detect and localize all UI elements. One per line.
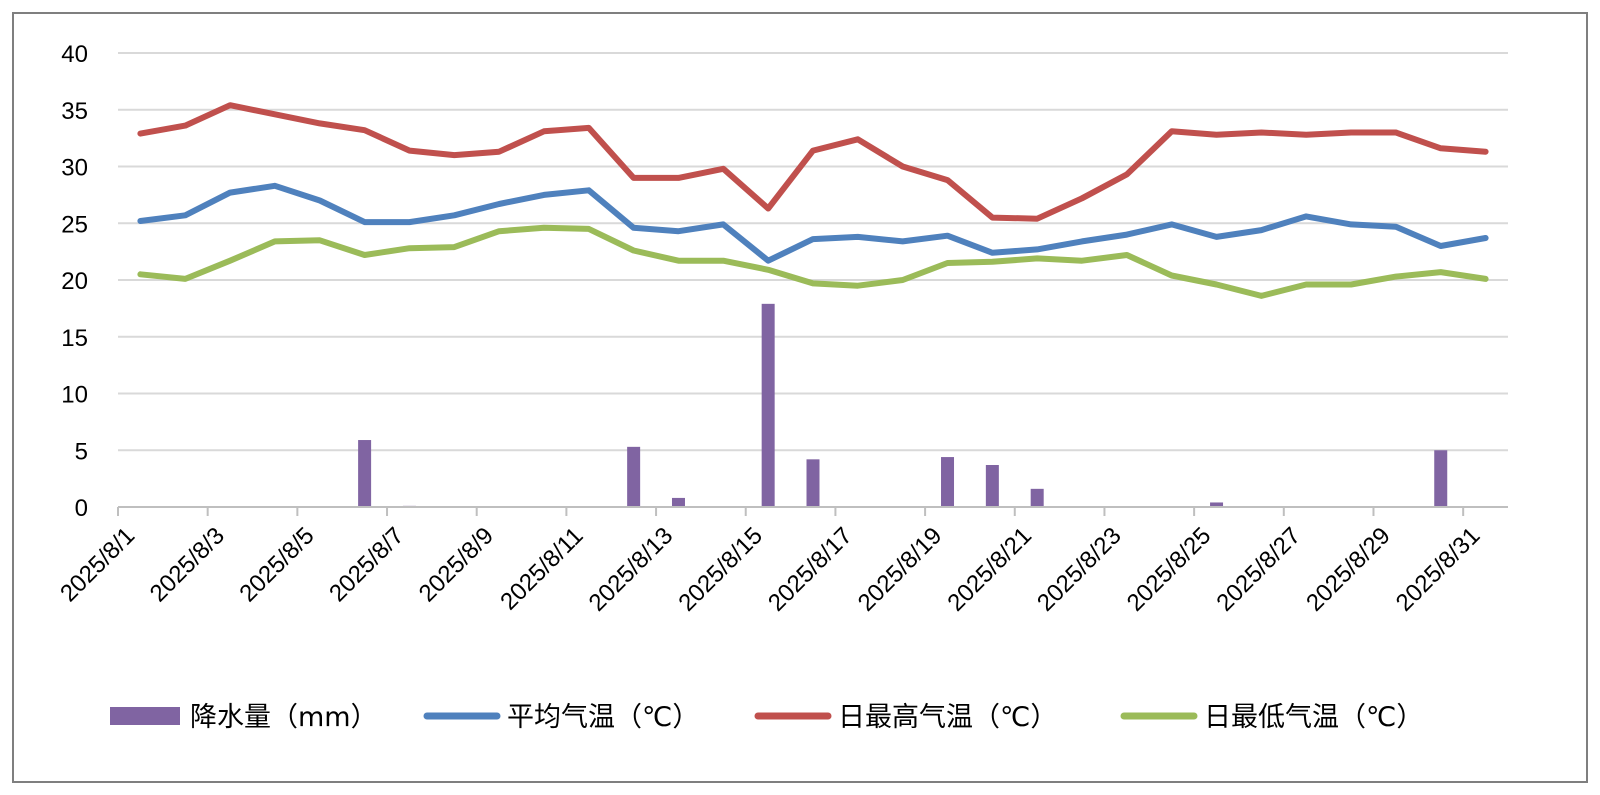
precipitation-bar bbox=[358, 440, 372, 507]
x-tick-label: 2025/8/31 bbox=[1391, 522, 1486, 617]
precipitation-bar bbox=[1030, 488, 1044, 507]
y-tick-label: 20 bbox=[61, 268, 88, 295]
legend-label: 日最高气温（℃） bbox=[838, 702, 1057, 733]
y-tick-label: 40 bbox=[61, 41, 88, 68]
series-line-1 bbox=[137, 102, 1489, 222]
x-tick-label: 2025/8/23 bbox=[1032, 522, 1127, 617]
precipitation-bar bbox=[671, 497, 685, 507]
x-tick-label: 2025/8/19 bbox=[853, 522, 948, 617]
legend-swatch bbox=[110, 707, 180, 725]
legend: 降水量（mm） 平均气温（℃） 日最高气温（℃） 日最低气温（℃） bbox=[110, 702, 1423, 733]
x-tick-label: 2025/8/5 bbox=[234, 522, 319, 607]
y-tick-label: 0 bbox=[75, 495, 88, 522]
precipitation-bars bbox=[358, 303, 1448, 507]
y-tick-label: 30 bbox=[61, 155, 88, 182]
series-line-2 bbox=[137, 224, 1489, 299]
legend-item: 降水量（mm） bbox=[110, 702, 378, 733]
legend-label: 平均气温（℃） bbox=[507, 702, 699, 733]
y-tick-label: 25 bbox=[61, 211, 88, 238]
series-line-0 bbox=[137, 182, 1489, 264]
x-tick-label: 2025/8/3 bbox=[145, 522, 230, 607]
legend-label: 日最低气温（℃） bbox=[1204, 702, 1423, 733]
x-tick-label: 2025/8/1 bbox=[55, 522, 140, 607]
legend-item: 平均气温（℃） bbox=[423, 702, 699, 733]
y-tick-label: 5 bbox=[75, 438, 88, 465]
x-tick-label: 2025/8/7 bbox=[324, 522, 409, 607]
x-tick-label: 2025/8/25 bbox=[1122, 522, 1217, 617]
precipitation-bar bbox=[806, 459, 820, 507]
x-tick-label: 2025/8/15 bbox=[673, 522, 768, 617]
x-tick-label: 2025/8/11 bbox=[495, 522, 588, 615]
precipitation-bar bbox=[1434, 450, 1448, 507]
precipitation-bar bbox=[1210, 502, 1224, 507]
y-tick-label: 15 bbox=[61, 325, 88, 352]
y-tick-label: 10 bbox=[61, 382, 88, 409]
x-tick-label: 2025/8/21 bbox=[942, 522, 1037, 617]
x-axis: 2025/8/1 2025/8/3 2025/8/5 2025/8/7 2025/8/9… bbox=[55, 506, 1508, 617]
legend-label: 降水量（mm） bbox=[190, 702, 378, 733]
legend-item: 日最低气温（℃） bbox=[1120, 702, 1423, 733]
chart-frame bbox=[12, 12, 1588, 783]
precipitation-bar bbox=[941, 457, 955, 507]
x-tick-label: 2025/8/27 bbox=[1211, 522, 1306, 617]
legend-item: 日最高气温（℃） bbox=[754, 702, 1057, 733]
x-tick-label: 2025/8/9 bbox=[414, 522, 499, 607]
x-tick-label: 2025/8/13 bbox=[584, 522, 679, 617]
precipitation-bar bbox=[761, 303, 775, 507]
temperature-lines bbox=[137, 102, 1489, 299]
precipitation-bar bbox=[627, 446, 641, 507]
x-tick-label: 2025/8/29 bbox=[1301, 522, 1396, 617]
gridlines bbox=[118, 52, 1508, 452]
precipitation-bar bbox=[985, 465, 999, 507]
y-axis-ticks: 0 5 10 15 20 25 30 35 40 bbox=[61, 41, 88, 522]
y-tick-label: 35 bbox=[61, 98, 88, 125]
x-tick-label: 2025/8/17 bbox=[763, 522, 858, 617]
